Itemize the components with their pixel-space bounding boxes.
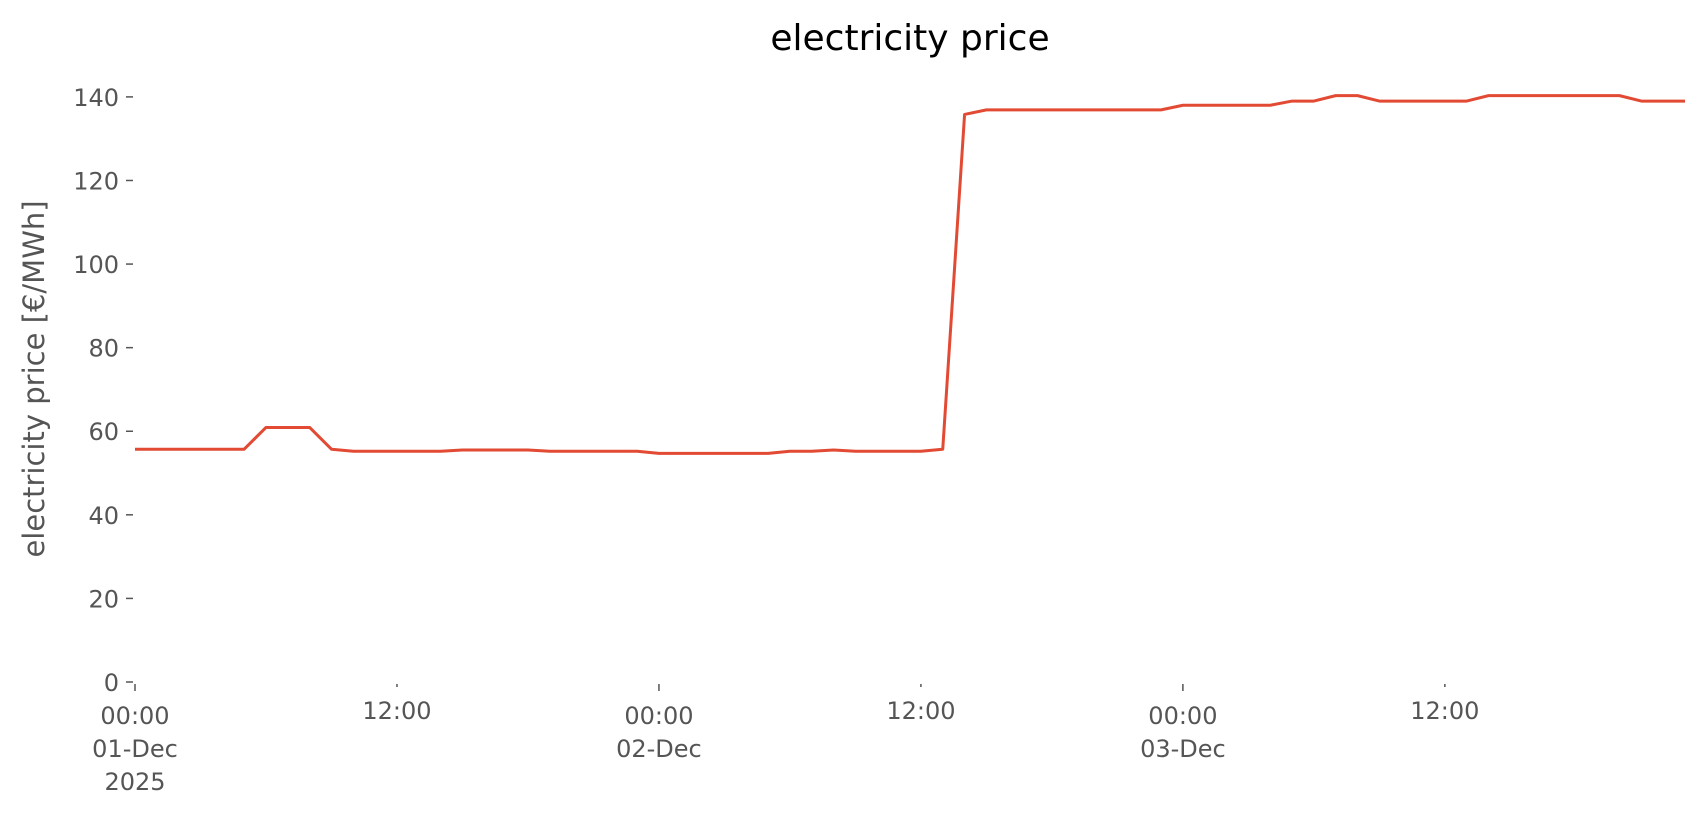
y-tick-label: 20 — [88, 585, 119, 613]
y-tick-label: 120 — [73, 167, 119, 195]
chart-title: electricity price — [770, 18, 1049, 59]
x-tick-label: 00:00 01-Dec 2025 — [92, 702, 178, 796]
y-tick-label: 40 — [88, 502, 119, 530]
y-tick-label: 140 — [73, 84, 119, 112]
y-tick-label: 80 — [88, 335, 119, 363]
x-tick-label: 12:00 — [886, 697, 955, 725]
x-tick-label: 00:00 03-Dec — [1140, 702, 1226, 763]
y-tick-label: 60 — [88, 418, 119, 446]
y-axis-label: electricity price [€/MWh] — [17, 200, 51, 557]
y-tick-label: 100 — [73, 251, 119, 279]
x-tick-label: 12:00 — [362, 697, 431, 725]
y-tick-label: 0 — [104, 669, 119, 697]
line-series — [135, 94, 1685, 455]
x-tick-label: 12:00 — [1410, 697, 1479, 725]
x-tick-label: 00:00 02-Dec — [616, 702, 702, 763]
